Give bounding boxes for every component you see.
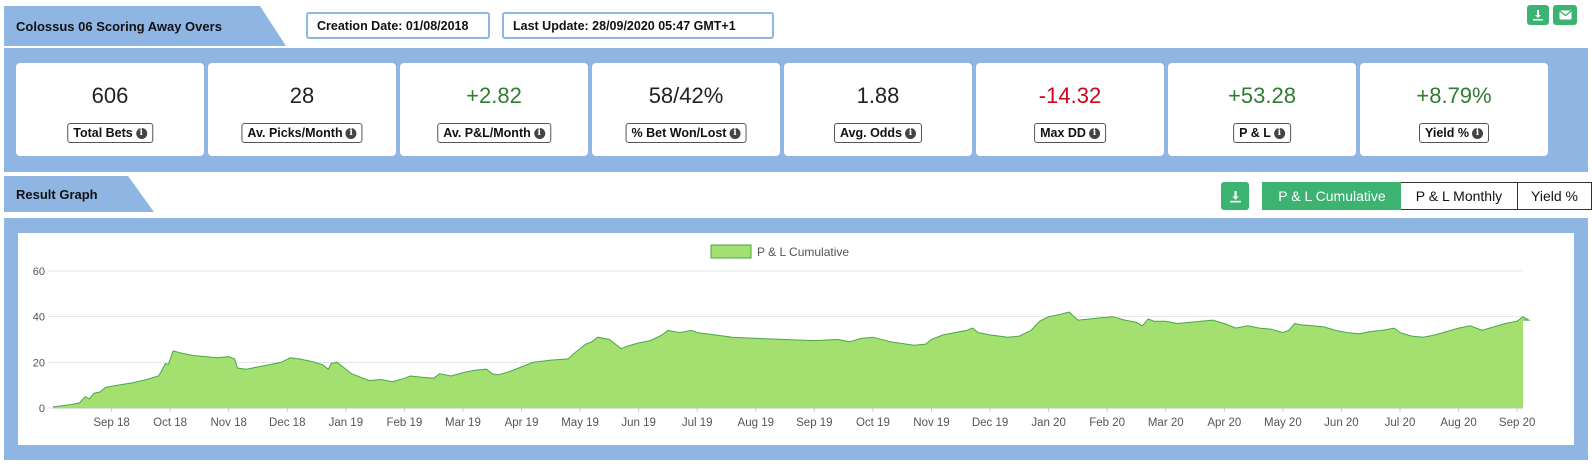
x-tick-label: Feb 20 bbox=[1089, 417, 1125, 429]
stat-value: -14.32 bbox=[1038, 83, 1102, 108]
x-tick-label: Jun 19 bbox=[621, 417, 656, 429]
legend-label: P & L Cumulative bbox=[757, 245, 849, 259]
stat-value: 58/42% bbox=[648, 83, 724, 108]
y-tick-label: 20 bbox=[33, 357, 45, 369]
x-tick-label: May 19 bbox=[561, 417, 599, 429]
x-tick-label: Jan 20 bbox=[1031, 417, 1066, 429]
stat-value: +8.79% bbox=[1416, 83, 1492, 108]
stat-value: 1.88 bbox=[856, 83, 900, 108]
result-graph-title-text: Result Graph bbox=[16, 186, 98, 202]
stat-label[interactable]: Yield % i bbox=[1419, 123, 1489, 143]
x-tick-label: Jun 20 bbox=[1324, 417, 1359, 429]
stat-card-av-picks: 28 Av. Picks/Month i bbox=[208, 63, 396, 156]
x-tick-label: Mar 20 bbox=[1148, 417, 1184, 429]
y-tick-label: 40 bbox=[33, 312, 45, 324]
info-circle-icon: i bbox=[533, 127, 545, 139]
x-tick-label: Sep 19 bbox=[796, 417, 832, 429]
download-icon bbox=[1229, 190, 1241, 202]
stat-label[interactable]: Avg. Odds i bbox=[833, 123, 923, 143]
stat-card-bet-won-lost: 58/42% % Bet Won/Lost i bbox=[592, 63, 780, 156]
stat-label[interactable]: Max DD i bbox=[1034, 123, 1106, 143]
stat-label-text: Av. Picks/Month bbox=[247, 126, 343, 140]
x-tick-label: Oct 19 bbox=[856, 417, 890, 429]
download-button[interactable] bbox=[1527, 5, 1549, 25]
stat-value: +2.82 bbox=[466, 83, 522, 108]
stat-label[interactable]: Av. P&L/Month i bbox=[437, 123, 551, 143]
info-circle-icon: i bbox=[729, 127, 741, 139]
tab-yield[interactable]: Yield % bbox=[1518, 182, 1592, 210]
stat-card-avg-odds: 1.88 Avg. Odds i bbox=[784, 63, 972, 156]
download-icon bbox=[1533, 10, 1543, 21]
email-button[interactable] bbox=[1553, 5, 1577, 25]
stat-label[interactable]: Av. Picks/Month i bbox=[241, 123, 363, 143]
x-tick-label: Nov 18 bbox=[210, 417, 246, 429]
x-tick-label: Mar 19 bbox=[445, 417, 481, 429]
creation-date-text: Creation Date: 01/08/2018 bbox=[317, 18, 469, 33]
stat-card-max-dd: -14.32 Max DD i bbox=[976, 63, 1164, 156]
stat-card-total-bets: 606 Total Bets i bbox=[16, 63, 204, 156]
envelope-icon bbox=[1558, 10, 1572, 20]
legend-swatch bbox=[710, 244, 752, 259]
stat-card-av-pl: +2.82 Av. P&L/Month i bbox=[400, 63, 588, 156]
y-tick-label: 60 bbox=[33, 266, 45, 278]
x-tick-label: May 20 bbox=[1264, 417, 1302, 429]
page-title-text: Colossus 06 Scoring Away Overs bbox=[16, 18, 222, 34]
info-circle-icon: i bbox=[1273, 127, 1285, 139]
download-graph-button[interactable] bbox=[1221, 182, 1249, 210]
graph-panel: 0 20 40 60 Sep 18 Oct 18 Nov 18 Dec 18 Jan 19 Feb… bbox=[4, 218, 1588, 460]
info-circle-icon: i bbox=[345, 127, 357, 139]
stat-card-pl: +53.28 P & L i bbox=[1168, 63, 1356, 156]
y-tick-label: 0 bbox=[39, 403, 45, 415]
info-circle-icon: i bbox=[905, 127, 917, 139]
x-tick-label: Nov 19 bbox=[913, 417, 949, 429]
info-circle-icon: i bbox=[135, 127, 147, 139]
creation-date-badge: Creation Date: 01/08/2018 bbox=[306, 12, 490, 39]
x-tick-label: Sep 20 bbox=[1499, 417, 1535, 429]
x-tick-label: Apr 20 bbox=[1207, 417, 1241, 429]
x-tick-label: Jul 19 bbox=[682, 417, 713, 429]
page-title: Colossus 06 Scoring Away Overs bbox=[4, 6, 286, 46]
series-line bbox=[52, 311, 1531, 408]
stat-label-text: Max DD bbox=[1040, 126, 1086, 140]
stats-panel: 606 Total Bets i 28 Av. Picks/Month i +2… bbox=[4, 48, 1588, 172]
stat-value: 28 bbox=[289, 83, 315, 108]
x-tick-label: Aug 19 bbox=[738, 417, 774, 429]
info-circle-icon: i bbox=[1088, 127, 1100, 139]
x-tick-label: Feb 19 bbox=[386, 417, 422, 429]
stat-label[interactable]: % Bet Won/Lost i bbox=[625, 123, 747, 143]
stat-label-text: Total Bets bbox=[73, 126, 133, 140]
tab-pl-monthly[interactable]: P & L Monthly bbox=[1401, 182, 1518, 210]
chart-area: 0 20 40 60 Sep 18 Oct 18 Nov 18 Dec 18 Jan 19 Feb… bbox=[18, 233, 1574, 445]
x-tick-label: Aug 20 bbox=[1440, 417, 1476, 429]
stat-label-text: Av. P&L/Month bbox=[443, 126, 531, 140]
stat-label-text: P & L bbox=[1239, 126, 1271, 140]
last-update-badge: Last Update: 28/09/2020 05:47 GMT+1 bbox=[502, 12, 774, 39]
stat-label-text: Avg. Odds bbox=[839, 126, 903, 140]
last-update-text: Last Update: 28/09/2020 05:47 GMT+1 bbox=[513, 18, 736, 33]
x-tick-label: Jan 19 bbox=[329, 417, 364, 429]
info-circle-icon: i bbox=[1472, 127, 1483, 139]
x-tick-label: Jul 20 bbox=[1385, 417, 1416, 429]
stat-card-yield: +8.79% Yield % i bbox=[1360, 63, 1548, 156]
stat-label[interactable]: P & L i bbox=[1233, 123, 1291, 143]
stat-value: +53.28 bbox=[1228, 83, 1296, 108]
stat-label-text: Yield % bbox=[1425, 126, 1469, 140]
x-tick-label: Apr 19 bbox=[505, 417, 539, 429]
stat-label-text: % Bet Won/Lost bbox=[631, 126, 727, 140]
tab-pl-cumulative[interactable]: P & L Cumulative bbox=[1262, 182, 1402, 210]
stat-value: 606 bbox=[91, 83, 129, 108]
x-tick-label: Sep 18 bbox=[93, 417, 129, 429]
stat-label[interactable]: Total Bets i bbox=[67, 123, 153, 143]
area-fill bbox=[53, 312, 1529, 408]
pl-cumulative-chart: 0 20 40 60 Sep 18 Oct 18 Nov 18 Dec 18 Jan 19 Feb… bbox=[33, 244, 1535, 429]
result-graph-title: Result Graph bbox=[4, 176, 154, 212]
x-tick-label: Dec 19 bbox=[972, 417, 1008, 429]
x-tick-label: Oct 18 bbox=[153, 417, 187, 429]
x-tick-label: Dec 18 bbox=[269, 417, 305, 429]
